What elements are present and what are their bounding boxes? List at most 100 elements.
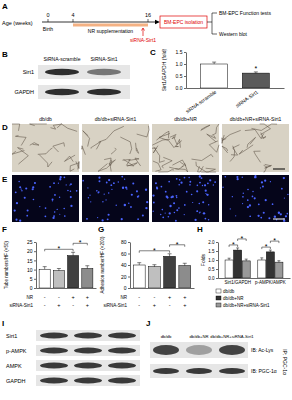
cell: [59, 196, 60, 197]
tube: [83, 131, 90, 147]
panel-label: J: [146, 319, 150, 328]
tube: [57, 124, 77, 131]
cell: [104, 194, 105, 195]
cell: [237, 178, 239, 180]
error-bar: [245, 259, 248, 261]
panel-label: B: [2, 50, 8, 59]
tube: [170, 135, 176, 139]
cell: [89, 195, 90, 196]
cell: [59, 214, 60, 215]
tube: [264, 165, 268, 172]
legend-label: db/db: [223, 289, 235, 294]
panel-label: D: [2, 123, 8, 132]
tick-label: 4: [71, 12, 74, 18]
cell: [252, 191, 253, 192]
cell: [82, 180, 84, 182]
tick-label: 1.5: [176, 49, 183, 55]
cell: [53, 182, 55, 184]
plot: [201, 62, 270, 88]
cell: [205, 218, 207, 220]
tube: [154, 147, 165, 162]
axis-title: Age (weeks): [2, 20, 33, 26]
bar: [225, 260, 233, 278]
label: Birth: [43, 26, 54, 32]
label: SiRNA-scramble: [44, 56, 81, 62]
tick: Sirt1/GAPDH: [224, 280, 251, 285]
cell: [165, 212, 166, 213]
cell: [165, 191, 167, 193]
tick-mark: [128, 254, 130, 255]
cell: [53, 215, 55, 217]
cell: [242, 203, 243, 204]
tick-label: 0.0: [176, 85, 183, 91]
tick: 20: [27, 248, 36, 254]
cell: [268, 217, 270, 219]
legend-swatch: [216, 296, 221, 300]
micrograph: [222, 124, 289, 172]
tick: 20: [121, 274, 130, 280]
cell: [98, 191, 100, 193]
cell: [32, 188, 34, 190]
blot-background: [36, 375, 140, 386]
cell: [70, 191, 72, 193]
tube: [196, 162, 216, 172]
y-axis: 0.00.51.01.52.0: [208, 240, 218, 281]
tick-label: 20: [121, 274, 127, 280]
cell: [49, 186, 51, 188]
cell: [90, 201, 91, 202]
tick: 5: [30, 276, 36, 282]
label: -: [58, 294, 60, 300]
cell: [249, 204, 251, 206]
bar: [39, 269, 50, 288]
cell: [108, 192, 110, 194]
cell: [257, 215, 259, 217]
tube: [222, 135, 224, 143]
tick-mark: [216, 260, 218, 261]
blot-band: [74, 363, 102, 369]
cell: [138, 195, 140, 197]
cell: [189, 181, 191, 183]
cell: [58, 183, 59, 184]
cell: [280, 213, 282, 215]
bar: [179, 266, 191, 288]
tick-label: siRNA-Sirt1: [234, 89, 259, 109]
axis-title: Adhesion number/HF (×200): [100, 236, 105, 293]
y-axis: 0510152025: [27, 239, 37, 291]
significance-label: *: [232, 241, 235, 248]
cell: [196, 190, 198, 192]
tube: [111, 148, 116, 154]
label: +: [183, 294, 186, 300]
axis-line: [219, 278, 291, 279]
cell: [261, 181, 263, 183]
tube: [12, 124, 20, 131]
cell: [70, 205, 72, 207]
tick-label: 0: [124, 285, 127, 291]
axis-title: Tube numbers/HF (×50): [4, 241, 9, 289]
conditions: NR--++siRNA-Sirt1-+-+: [9, 294, 88, 308]
tick: 1.0: [208, 258, 218, 263]
cell: [24, 197, 26, 199]
blot-band: [153, 345, 179, 355]
cell: [45, 207, 47, 209]
cell: [281, 188, 283, 190]
cell: [19, 220, 21, 222]
bar: [242, 261, 250, 278]
cell: [122, 187, 124, 189]
tube: [201, 125, 210, 130]
tube: [38, 148, 53, 154]
cell: [176, 195, 178, 197]
micrographs: db/dbdb/db+siRNA-Sirt1db/db+NRdb/db+NR+s…: [12, 116, 289, 222]
tube: [99, 126, 124, 142]
cell: [153, 202, 155, 204]
cell: [59, 178, 61, 180]
bar: [149, 267, 161, 288]
tick-mark: [184, 76, 186, 77]
cell: [110, 184, 112, 186]
tick-label: 5: [30, 276, 33, 282]
blot-band: [40, 348, 68, 354]
tick-label: 40: [121, 262, 127, 268]
cell: [242, 196, 244, 198]
blot-band: [108, 348, 136, 354]
cell: [264, 180, 266, 182]
error-bar: [152, 265, 156, 267]
